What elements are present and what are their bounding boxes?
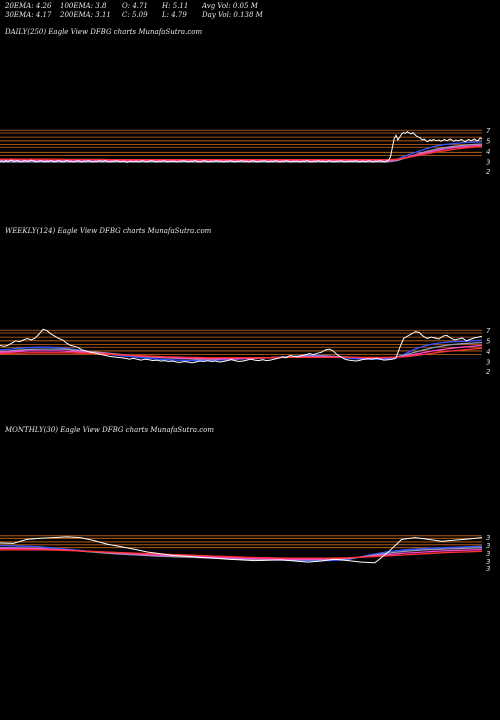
stat-dayvol: Day Vol: 0.138 M — [202, 11, 263, 19]
y-tick-label: 3 — [486, 359, 490, 367]
stat-ema30: 30EMA: 4.17 — [5, 11, 52, 19]
stat-low: L: 4.79 — [162, 11, 187, 19]
stat-ema20: 20EMA: 4.26 — [5, 2, 52, 10]
ema-line — [0, 145, 483, 161]
price-line — [0, 130, 483, 163]
ema-line — [0, 347, 483, 359]
daily-panel-title: DAILY(250) Eagle View DFBG charts Munafa… — [5, 28, 203, 36]
weekly-chart: 7 5 4 32 — [0, 327, 491, 375]
y-tick-label: 7 — [486, 127, 491, 135]
y-tick-label: 3 — [486, 159, 490, 167]
price-line — [0, 536, 483, 564]
weekly-panel-title: WEEKLY(124) Eagle View DFBG charts Munaf… — [5, 227, 212, 235]
stat-ema100: 100EMA: 3.8 — [60, 2, 107, 10]
stat-close: C: 5.09 — [122, 11, 148, 19]
y-tick-label: 4 — [486, 348, 490, 356]
y-tick-label: 7 — [486, 327, 491, 335]
price-line — [0, 328, 483, 364]
ema-line — [0, 144, 483, 162]
stat-ema200: 200EMA: 3.11 — [60, 11, 111, 19]
y-tick-label: 2 — [486, 368, 491, 375]
stat-open: O: 4.71 — [122, 2, 148, 10]
daily-chart: 7 5 4 32 — [0, 127, 491, 175]
stat-high: H: 5.11 — [162, 2, 189, 10]
monthly-panel-title: MONTHLY(30) Eagle View DFBG charts Munaf… — [5, 426, 215, 434]
y-tick-label: 5 — [486, 138, 491, 146]
y-tick-label: 3 — [486, 534, 490, 542]
stat-avgvol: Avg Vol: 0.05 M — [202, 2, 258, 10]
y-tick-label: 5 — [486, 338, 491, 346]
y-tick-label: 3 — [486, 558, 490, 566]
y-tick-label: 3 — [486, 550, 490, 558]
y-tick-label: 4 — [486, 148, 490, 156]
y-tick-label: 3 — [486, 565, 490, 572]
y-tick-label: 2 — [486, 168, 491, 175]
y-tick-label: 3 — [486, 542, 490, 550]
ema-line — [0, 549, 483, 559]
